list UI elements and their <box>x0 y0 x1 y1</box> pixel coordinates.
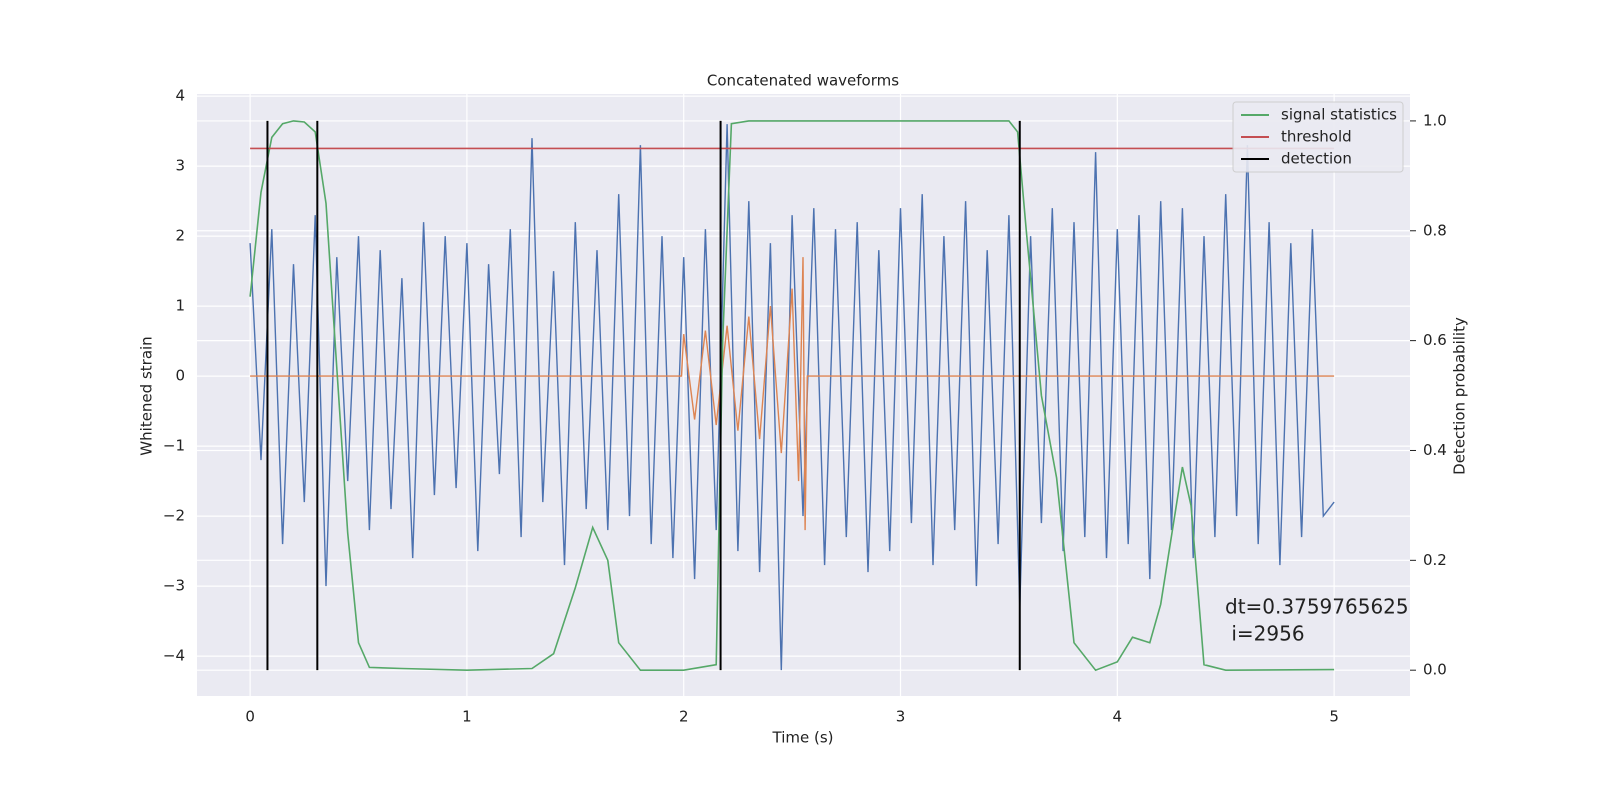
annotation: dt=0.3759765625 <box>1225 595 1409 619</box>
y2-axis-label: Detection probability <box>1451 317 1469 475</box>
x-tick-label: 4 <box>1113 708 1123 726</box>
y-tick-label: −4 <box>163 647 185 665</box>
y-tick-label: 4 <box>175 87 185 105</box>
y-tick-label: −3 <box>163 577 185 595</box>
series-line <box>250 257 1335 531</box>
annotation: i=2956 <box>1225 622 1305 646</box>
y2-tick-label: 0.2 <box>1423 551 1447 569</box>
x-axis-label: Time (s) <box>772 729 834 747</box>
legend-label: threshold <box>1281 128 1352 146</box>
series-line <box>249 124 1335 671</box>
x-tick-label: 3 <box>896 708 906 726</box>
y-tick-label: 0 <box>175 367 185 385</box>
y2-tick-label: 0.8 <box>1423 221 1447 239</box>
y2-tick-label: 0.0 <box>1423 661 1447 679</box>
x-tick-label: 5 <box>1329 708 1339 726</box>
y2-tick-label: 0.4 <box>1423 441 1447 459</box>
y2-tick-label: 1.0 <box>1423 111 1447 129</box>
legend-label: signal statistics <box>1281 106 1397 124</box>
x-tick-label: 0 <box>245 708 255 726</box>
y-tick-label: 1 <box>175 297 185 315</box>
y-tick-label: −2 <box>163 507 185 525</box>
y-tick-label: 2 <box>175 227 185 245</box>
x-tick-label: 2 <box>679 708 689 726</box>
x-tick-label: 1 <box>462 708 472 726</box>
legend-label: detection <box>1281 150 1352 168</box>
series-line <box>249 120 1335 672</box>
y-tick-label: 3 <box>175 157 185 175</box>
y-axis-label: Whitened strain <box>138 336 156 455</box>
y2-tick-label: 0.6 <box>1423 331 1447 349</box>
legend-box <box>1232 101 1404 173</box>
y-tick-label: −1 <box>163 437 185 455</box>
chart-title: Concatenated waveforms <box>707 72 899 90</box>
